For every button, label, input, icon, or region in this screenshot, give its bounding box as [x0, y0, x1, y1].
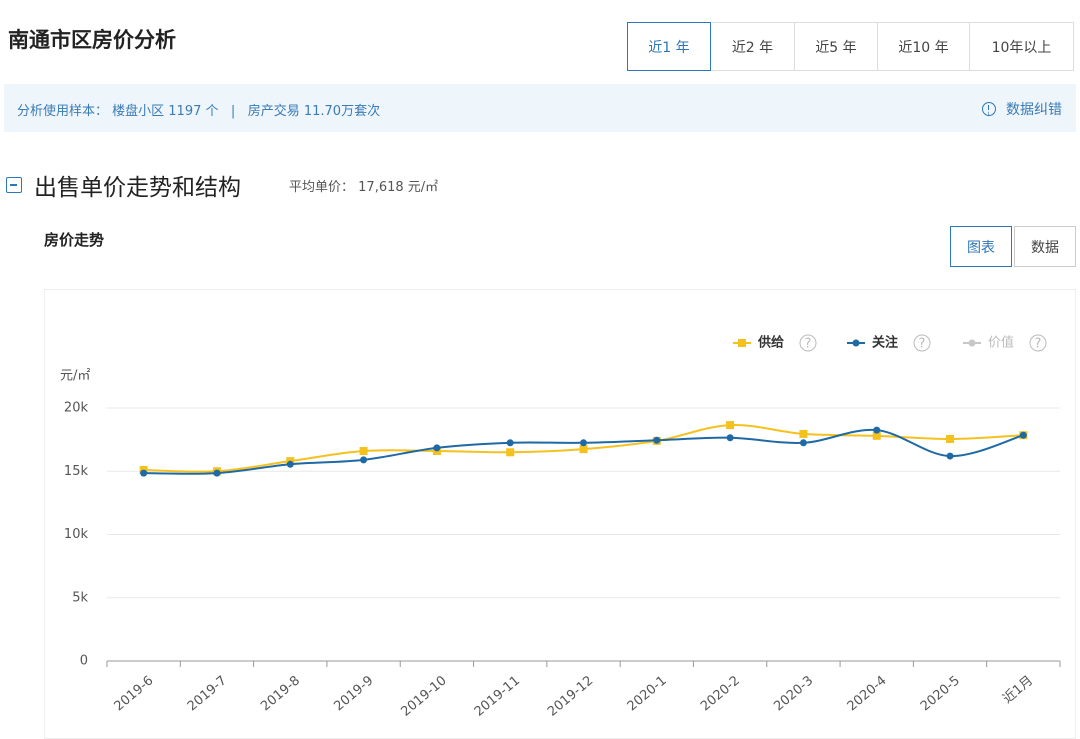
avg-value: 17,618 元/㎡	[358, 179, 439, 195]
transactions: 房产交易 11.70万套次	[247, 104, 381, 119]
data-point	[872, 431, 881, 440]
sample-info: 分析使用样本： 楼盘小区 1197 个 | 房产交易 11.70万套次	[17, 100, 380, 119]
range-tab[interactable]: 近2 年	[710, 22, 795, 71]
separator: |	[230, 104, 236, 119]
y-tick-label: 10k	[64, 527, 89, 542]
x-tick-label: 2019-8	[258, 673, 303, 714]
help-icon	[799, 334, 817, 352]
data-point	[506, 439, 514, 447]
info-icon	[982, 102, 996, 116]
x-tick-label: 2019-10	[398, 673, 449, 719]
help-icon-text: ?	[919, 337, 926, 352]
x-tick-label: 2020-5	[918, 673, 963, 714]
correction-text[interactable]: 数据纠错	[1006, 102, 1062, 118]
help-icon-text: ?	[805, 337, 812, 352]
range-tabs: 近1 年近2 年近5 年近10 年 10年以上	[627, 22, 1074, 71]
x-tick-label: 近1月	[1000, 673, 1036, 707]
data-point	[286, 460, 294, 468]
data-point	[360, 456, 368, 464]
x-tick-label: 2020-3	[771, 673, 816, 714]
x-tick-label: 2019-6	[112, 673, 157, 714]
data-point	[726, 434, 734, 442]
legend-item[interactable]: 关注?	[847, 334, 931, 352]
legend-item[interactable]: 价值?	[963, 334, 1047, 352]
view-buttons: 图表 数据	[950, 226, 1076, 267]
avg-label: 平均单价：	[289, 179, 355, 195]
data-point	[946, 452, 954, 460]
data-point	[799, 439, 807, 447]
info-bar: 分析使用样本： 楼盘小区 1197 个 | 房产交易 11.70万套次 数据纠错	[4, 84, 1076, 132]
legend-label: 关注	[872, 335, 898, 351]
data-point	[873, 426, 881, 434]
data-point	[1019, 431, 1027, 439]
data-point	[506, 448, 515, 457]
data-point	[653, 436, 661, 444]
legend-marker	[738, 339, 746, 347]
data-point	[799, 429, 808, 438]
view-button[interactable]: 图表	[950, 226, 1012, 267]
data-point	[213, 469, 221, 477]
range-tab[interactable]: 近5 年	[794, 22, 878, 71]
data-point	[579, 445, 588, 454]
x-tick-label: 2019-9	[331, 673, 376, 714]
collapse-icon[interactable]	[6, 177, 22, 193]
data-point	[946, 434, 955, 443]
correction-link[interactable]: 数据纠错	[982, 99, 1062, 119]
y-axis-label: 元/㎡	[60, 369, 90, 384]
legend-marker	[852, 339, 860, 347]
y-tick-label: 0	[80, 654, 88, 669]
data-point	[580, 439, 587, 447]
range-tab[interactable]: 近1 年	[627, 22, 711, 71]
x-tick-label: 2019-7	[185, 673, 230, 714]
legend-label: 价值	[988, 335, 1014, 351]
help-icon	[913, 334, 931, 352]
sample-label: 分析使用样本：	[17, 104, 109, 119]
legend-label: 供给	[757, 335, 784, 351]
section-title: 出售单价走势和结构	[34, 175, 241, 201]
avg-price: 平均单价： 17,618 元/㎡	[289, 176, 438, 195]
range-tab[interactable]: 10年以上	[969, 22, 1074, 71]
chart: 元/㎡ 0 5k 10k 15k 20k 2019-6 2019-7 2019-8 2019-9 2…	[60, 334, 1061, 720]
view-button[interactable]: 数据	[1014, 226, 1076, 267]
range-tab[interactable]: 近10 年	[877, 22, 970, 71]
y-tick-label: 20k	[64, 401, 89, 416]
legend-item[interactable]: 供给?	[733, 334, 817, 352]
page-title: 南通市区房价分析	[8, 28, 176, 52]
data-point	[359, 447, 368, 456]
x-tick-label: 2019-11	[472, 673, 523, 719]
y-tick-label: 15k	[64, 464, 89, 479]
y-tick-label: 5k	[72, 590, 88, 605]
data-point	[140, 469, 148, 477]
x-tick-label: 2020-2	[698, 673, 743, 714]
chart-title: 房价走势	[44, 231, 105, 249]
x-tick-label: 2019-12	[545, 673, 596, 719]
communities: 楼盘小区 1197 个	[112, 104, 219, 119]
legend-marker	[968, 339, 976, 347]
x-tick-label: 2020-4	[845, 673, 890, 714]
data-point	[433, 444, 441, 452]
help-icon	[1029, 334, 1047, 352]
x-tick-label: 2020-1	[625, 673, 670, 714]
help-icon-text: ?	[1035, 337, 1042, 352]
data-point	[726, 421, 735, 430]
section-header: 出售单价走势和结构 平均单价： 17,618 元/㎡	[6, 168, 438, 202]
